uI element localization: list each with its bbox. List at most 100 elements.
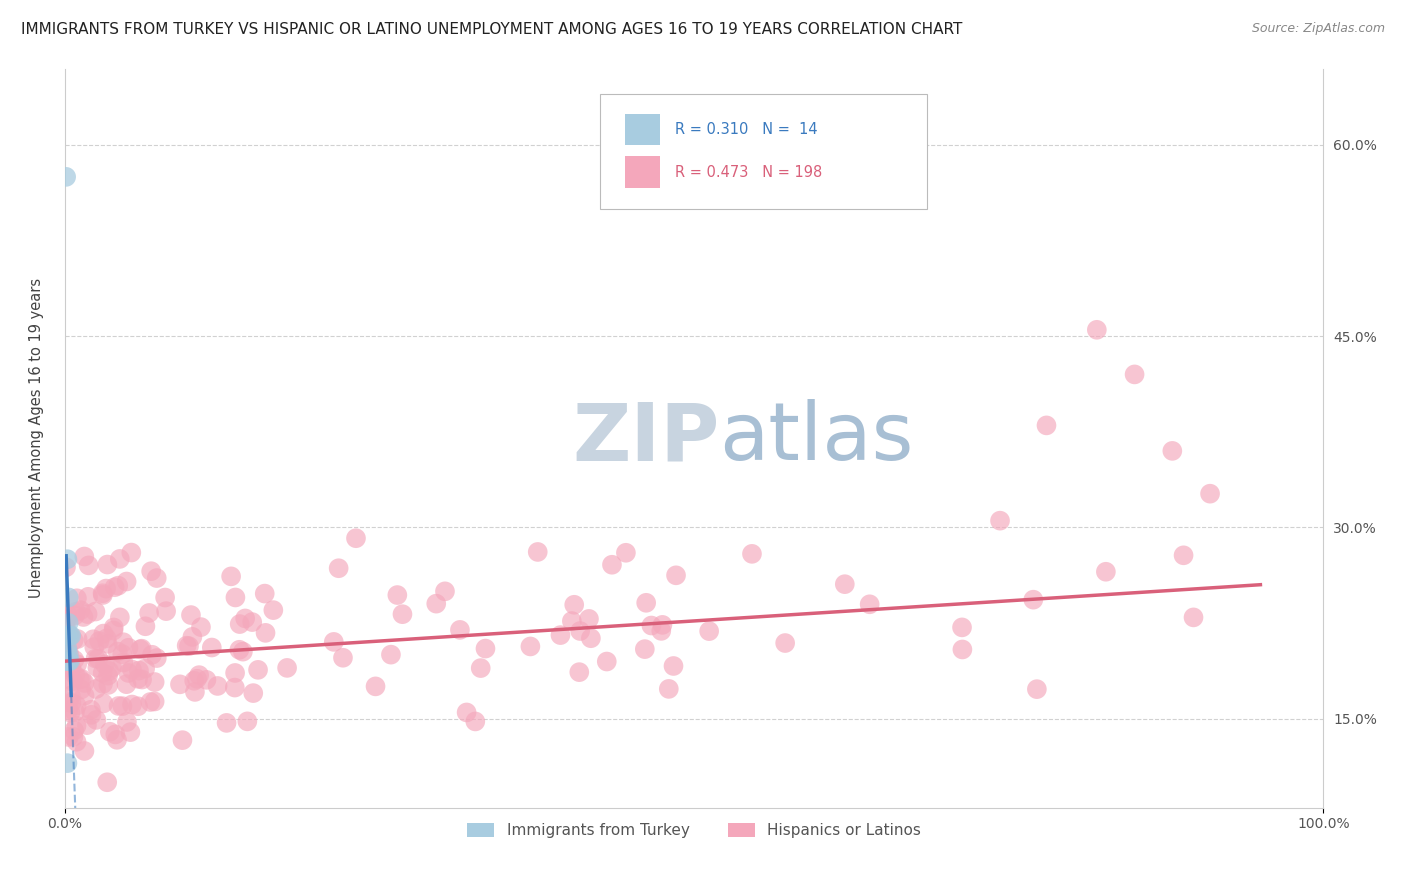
Point — [180, 608, 202, 623]
Point — [56, 607, 79, 621]
Point — [449, 623, 471, 637]
Point — [77, 590, 100, 604]
Point — [1085, 323, 1108, 337]
Point — [183, 673, 205, 688]
Point — [219, 569, 242, 583]
Point — [364, 679, 387, 693]
Point — [55, 675, 77, 690]
Point — [276, 661, 298, 675]
Point — [70, 682, 93, 697]
Point — [1095, 565, 1118, 579]
Point — [176, 639, 198, 653]
Point — [634, 642, 657, 657]
Point — [172, 733, 194, 747]
Point — [519, 640, 541, 654]
Point — [741, 547, 763, 561]
Point — [56, 612, 79, 626]
Point — [58, 615, 80, 630]
Point — [97, 637, 120, 651]
Point — [84, 605, 107, 619]
Point — [93, 697, 115, 711]
Point — [56, 629, 79, 643]
Point — [65, 605, 87, 619]
Point — [55, 660, 77, 674]
Point — [80, 703, 103, 717]
Point — [58, 648, 80, 662]
Point — [104, 727, 127, 741]
Point — [228, 642, 250, 657]
Point — [103, 620, 125, 634]
Text: ZIP: ZIP — [572, 399, 720, 477]
Point — [526, 545, 548, 559]
Point — [107, 698, 129, 713]
Point — [65, 719, 87, 733]
Point — [1182, 610, 1205, 624]
Point — [121, 663, 143, 677]
Point — [169, 677, 191, 691]
Point — [73, 676, 96, 690]
Point — [58, 730, 80, 744]
Point — [55, 618, 77, 632]
Text: atlas: atlas — [720, 399, 914, 477]
Point — [91, 588, 114, 602]
Point — [97, 678, 120, 692]
Text: IMMIGRANTS FROM TURKEY VS HISPANIC OR LATINO UNEMPLOYMENT AMONG AGES 16 TO 19 YE: IMMIGRANTS FROM TURKEY VS HISPANIC OR LA… — [21, 22, 963, 37]
Text: Source: ZipAtlas.com: Source: ZipAtlas.com — [1251, 22, 1385, 36]
Point — [96, 558, 118, 572]
Point — [94, 657, 117, 672]
Point — [58, 654, 80, 668]
Point — [190, 620, 212, 634]
Point — [117, 640, 139, 655]
Point — [91, 665, 114, 680]
Point — [662, 659, 685, 673]
Point — [62, 674, 84, 689]
Point — [62, 730, 84, 744]
Point — [63, 653, 86, 667]
Point — [58, 695, 80, 709]
Point — [56, 626, 79, 640]
Point — [82, 632, 104, 647]
Point — [640, 618, 662, 632]
Point — [55, 654, 77, 668]
Point — [83, 640, 105, 654]
Point — [127, 672, 149, 686]
Point — [143, 694, 166, 708]
Point — [186, 672, 208, 686]
Point — [77, 558, 100, 573]
Point — [322, 635, 344, 649]
Point — [66, 632, 89, 646]
Point — [224, 681, 246, 695]
Point — [127, 699, 149, 714]
Point — [86, 713, 108, 727]
Point — [115, 714, 138, 729]
Point — [111, 647, 134, 661]
Point — [561, 614, 583, 628]
Point — [120, 545, 142, 559]
Point — [56, 756, 79, 771]
Point — [332, 650, 354, 665]
Point — [253, 586, 276, 600]
Point — [697, 624, 720, 639]
Point — [73, 744, 96, 758]
Point — [155, 604, 177, 618]
Point — [240, 615, 263, 629]
Point — [215, 715, 238, 730]
Point — [53, 643, 76, 657]
Point — [59, 654, 82, 668]
Point — [233, 611, 256, 625]
Point — [65, 735, 87, 749]
Point — [58, 646, 80, 660]
Point — [834, 577, 856, 591]
Point — [242, 686, 264, 700]
Point — [228, 617, 250, 632]
Point — [98, 724, 121, 739]
Point — [115, 677, 138, 691]
Point — [117, 665, 139, 680]
Point — [425, 597, 447, 611]
Point — [859, 597, 882, 611]
Y-axis label: Unemployment Among Ages 16 to 19 years: Unemployment Among Ages 16 to 19 years — [30, 278, 44, 599]
Point — [131, 641, 153, 656]
Point — [56, 649, 79, 664]
Point — [569, 624, 592, 638]
Point — [1199, 486, 1222, 500]
